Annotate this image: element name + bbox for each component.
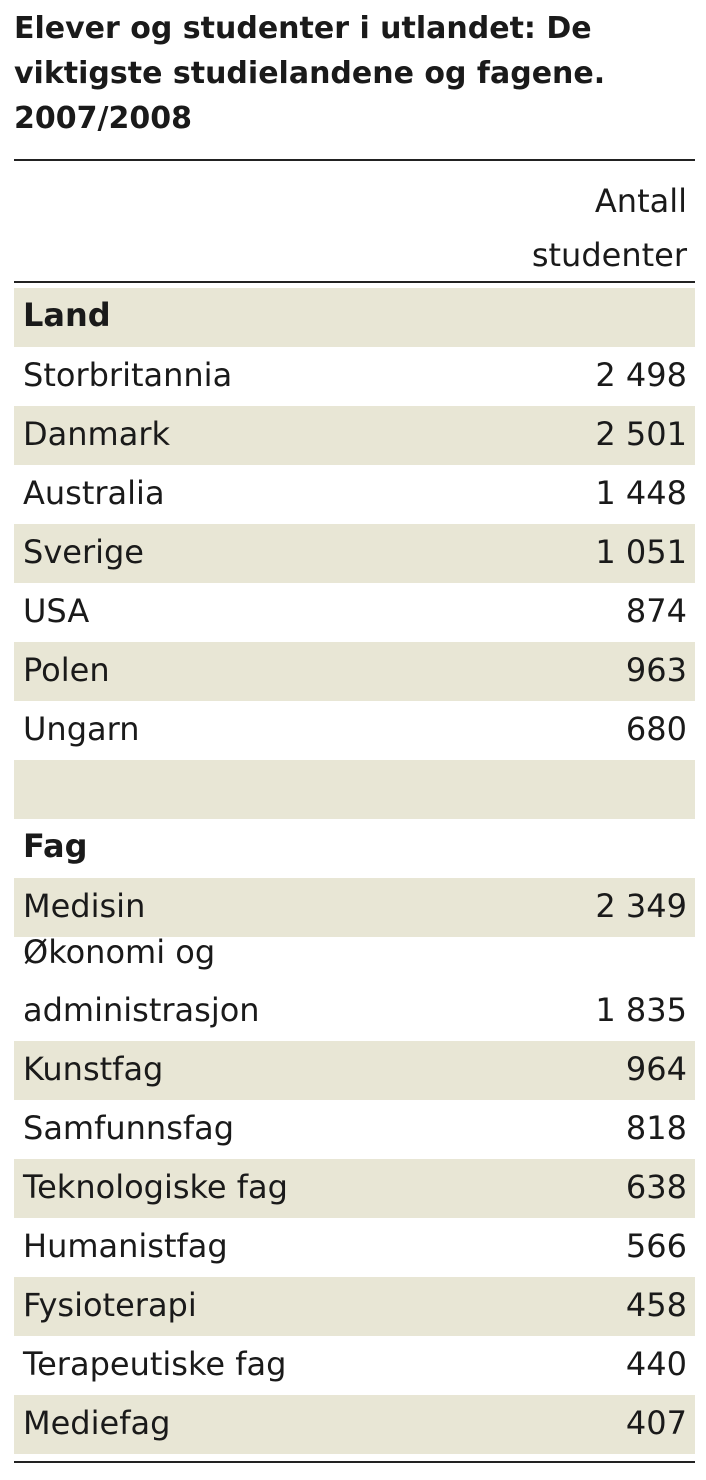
row-value: 680 — [625, 710, 687, 748]
row-label: Kunstfag — [23, 1050, 164, 1088]
row-label: Sverige — [23, 533, 144, 571]
row-value: 964 — [625, 1050, 687, 1088]
table-row: Fysioterapi 458 — [14, 1277, 695, 1336]
row-value: 2 349 — [595, 887, 687, 925]
table-body: Land Storbritannia 2 498 Danmark 2 501 Austra… — [14, 288, 695, 1454]
table-row: Ungarn 680 — [14, 701, 695, 760]
table-row: Danmark 2 501 — [14, 406, 695, 465]
row-value: 963 — [625, 651, 687, 689]
row-value: 2 501 — [595, 415, 687, 453]
table-row: Kunstfag 964 — [14, 1041, 695, 1100]
section-heading: Land — [23, 296, 111, 334]
table-row: Storbritannia 2 498 — [14, 347, 695, 406]
column-header: Antall studenter — [14, 170, 695, 280]
table-row: Terapeutiske fag 440 — [14, 1336, 695, 1395]
top-rule — [14, 159, 695, 161]
value-column-header: Antall studenter — [532, 174, 687, 282]
row-label: Humanistfag — [23, 1227, 228, 1265]
header-rule — [14, 281, 695, 283]
row-value: 2 498 — [595, 356, 687, 394]
row-label: Fysioterapi — [23, 1286, 197, 1324]
row-label: Ungarn — [23, 710, 140, 748]
row-value: 638 — [625, 1168, 687, 1206]
row-value: 440 — [625, 1345, 687, 1383]
row-value: 1 051 — [595, 533, 687, 571]
table-row: Sverige 1 051 — [14, 524, 695, 583]
row-label: Polen — [23, 651, 110, 689]
row-label: Terapeutiske fag — [23, 1345, 287, 1383]
table-row: Humanistfag 566 — [14, 1218, 695, 1277]
section-row: Fag — [14, 819, 695, 878]
row-label: Mediefag — [23, 1404, 171, 1442]
row-value: 1 835 — [595, 991, 687, 1029]
row-label: Medisin — [23, 887, 146, 925]
table-row: Medisin 2 349 — [14, 878, 695, 937]
bottom-rule — [14, 1461, 695, 1463]
row-value: 874 — [625, 592, 687, 630]
title-line-2: viktigste studielandene og fagene. — [14, 56, 606, 91]
row-value: 407 — [625, 1404, 687, 1442]
title-line-1: Elever og studenter i utlandet: De — [14, 11, 592, 46]
row-value: 1 448 — [595, 474, 687, 512]
spacer-row — [14, 760, 695, 819]
row-label: Teknologiske fag — [23, 1168, 288, 1206]
table-row: Australia 1 448 — [14, 465, 695, 524]
table-row: Samfunnsfag 818 — [14, 1100, 695, 1159]
row-value: 818 — [625, 1109, 687, 1147]
row-label: Samfunnsfag — [23, 1109, 235, 1147]
row-label: administrasjon — [23, 991, 260, 1029]
table-row: Mediefag 407 — [14, 1395, 695, 1454]
row-label: Danmark — [23, 415, 170, 453]
value-column-header-line-1: Antall — [594, 182, 687, 220]
row-value: 458 — [625, 1286, 687, 1324]
row-label: Australia — [23, 474, 165, 512]
row-value: 566 — [625, 1227, 687, 1265]
table-row: Polen 963 — [14, 642, 695, 701]
row-label: USA — [23, 592, 90, 630]
title-line-3: 2007/2008 — [14, 101, 192, 136]
row-label: Storbritannia — [23, 356, 233, 394]
table-row: Økonomi og administrasjon 1 835 — [14, 933, 695, 1041]
table-row: USA 874 — [14, 583, 695, 642]
value-column-header-line-2: studenter — [531, 236, 687, 274]
section-heading: Fag — [23, 827, 88, 865]
section-row: Land — [14, 288, 695, 347]
table-title: Elever og studenter i utlandet: De vikti… — [14, 6, 704, 141]
row-label: Økonomi og — [23, 933, 216, 971]
table-row: Teknologiske fag 638 — [14, 1159, 695, 1218]
